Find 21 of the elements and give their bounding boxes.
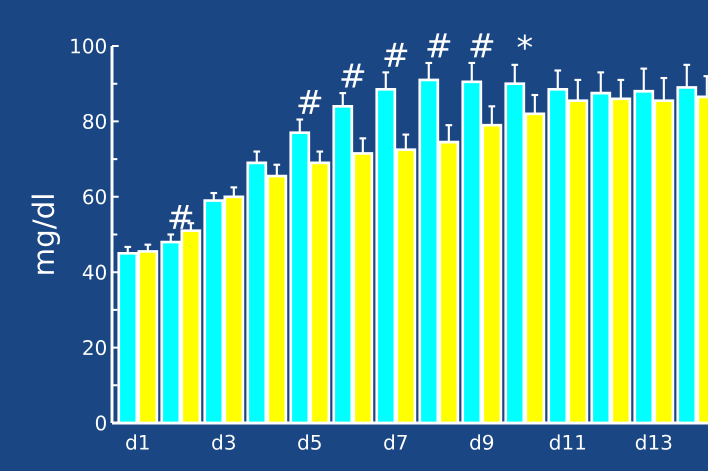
data-label: #	[470, 33, 494, 58]
x-tick-label: d3	[212, 434, 235, 450]
data-label: *	[517, 34, 532, 50]
y-tick-label: 100	[71, 38, 106, 54]
y-tick-label: 20	[83, 340, 106, 356]
x-tick-label: d13	[636, 434, 672, 450]
y-tick-label: 40	[82, 264, 106, 280]
data-label: #	[341, 64, 364, 88]
y-tick-label: 80	[83, 114, 106, 129]
y-axis-title: mg/dl	[32, 195, 60, 274]
x-tick-label: d5	[298, 434, 321, 450]
y-tick-label: 0	[96, 415, 106, 431]
data-label: #	[427, 33, 450, 58]
x-tick-label: d1	[126, 434, 149, 450]
x-tick-label: d7	[384, 434, 407, 450]
data-label: #	[384, 42, 408, 67]
x-tick-label: d9	[470, 434, 494, 450]
data-label: #	[169, 204, 192, 229]
data-label: #	[298, 90, 322, 114]
x-tick-label: d11	[550, 434, 586, 450]
y-tick-label: 60	[83, 189, 106, 204]
